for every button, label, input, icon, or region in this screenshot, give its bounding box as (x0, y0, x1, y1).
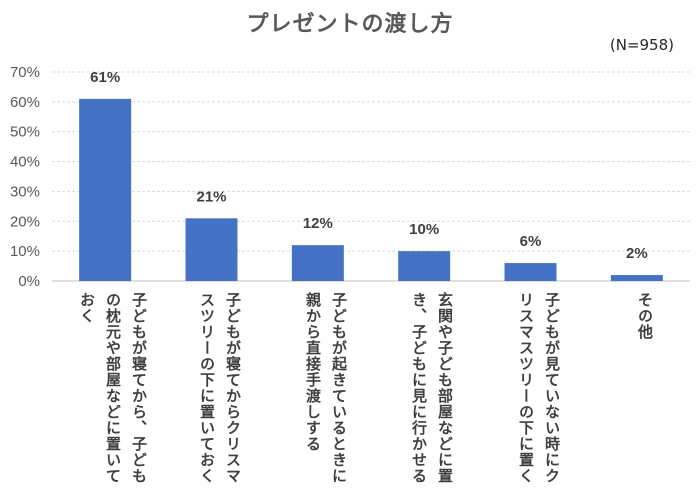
bar (185, 218, 238, 281)
bar (398, 251, 451, 281)
y-tick-label: 0% (18, 273, 40, 290)
y-tick-label: 10% (10, 243, 40, 260)
data-label: 12% (303, 215, 333, 232)
category-label: 玄関や子ども部屋などに置き、子どもに見に行かせる (410, 292, 454, 484)
y-tick-label: 20% (10, 213, 40, 230)
data-label: 2% (626, 245, 648, 262)
data-label: 21% (196, 188, 226, 205)
y-tick-label: 70% (10, 64, 40, 81)
category-label: 子どもが寝てから、子どもの枕元や部屋などに置いておく (78, 292, 148, 484)
data-label: 61% (90, 69, 120, 86)
bar (504, 263, 557, 281)
category-label: その他 (636, 292, 654, 340)
y-tick-label: 60% (10, 94, 40, 111)
y-tick-label: 50% (10, 124, 40, 141)
sample-size-note: (N=958) (609, 36, 674, 54)
data-label: 10% (409, 221, 439, 238)
data-label: 6% (520, 233, 542, 250)
bar-chart: 0% 10% 20% 30% 40% 50% 60% 70% 61% 21% 12% 10% 6% 2% (10, 64, 690, 290)
bar (610, 275, 663, 281)
category-label: 子どもが起きているときに親から直接手渡しする (304, 292, 348, 484)
category-label: 子どもが見ていない時にクリスマスツリーの下に置く (517, 292, 561, 484)
chart-title: プレゼントの渡し方 (246, 12, 454, 37)
y-tick-label: 40% (10, 154, 40, 171)
category-label: 子どもが寝てからクリスマスツリーの下に置いておく (198, 292, 242, 484)
y-tick-label: 30% (10, 183, 40, 200)
bar (291, 245, 344, 281)
bar (79, 98, 132, 281)
